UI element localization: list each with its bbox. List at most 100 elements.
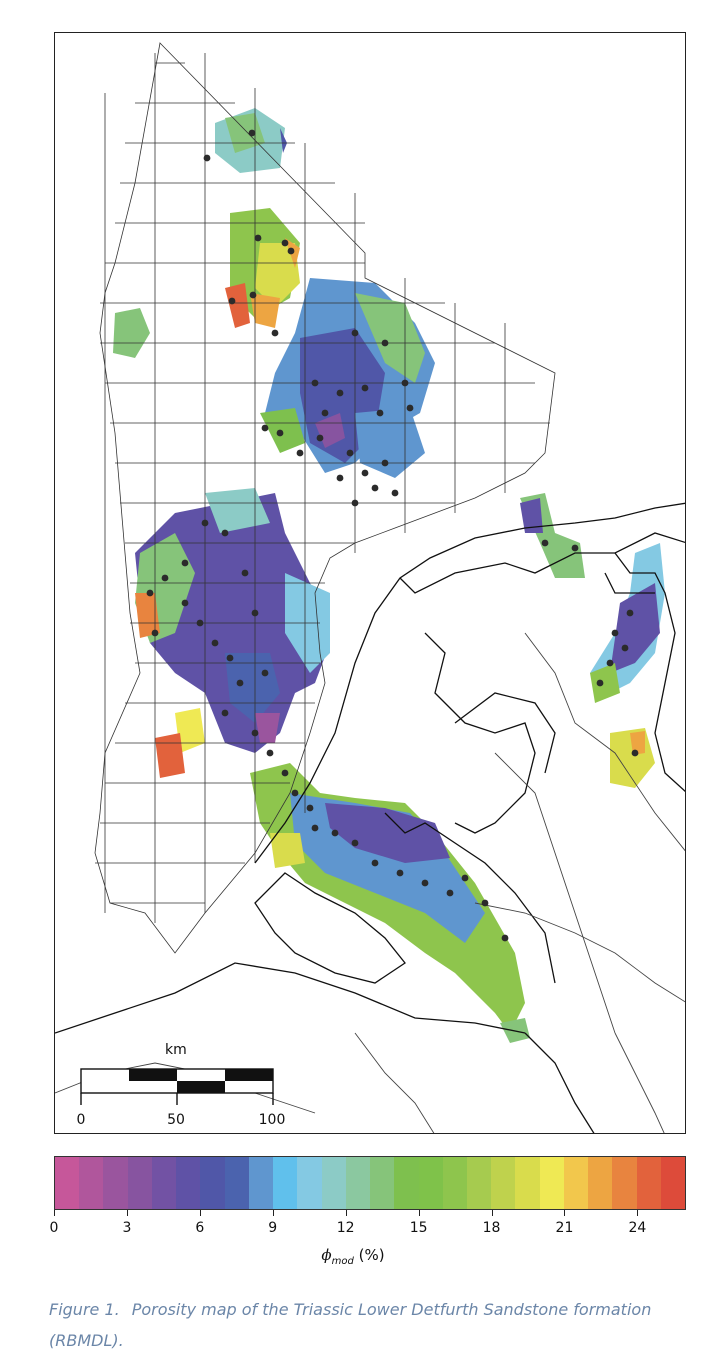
porosity-patch (325, 803, 450, 863)
well-marker (376, 409, 384, 417)
porosity-patch (355, 408, 425, 478)
axis-subscript: mod (331, 1256, 354, 1267)
well-marker (626, 609, 634, 617)
well-marker (351, 499, 359, 507)
scale-tick-50: 50 (167, 1112, 185, 1128)
scale-tick-0: 0 (76, 1112, 86, 1128)
colorbar-tick (491, 1210, 493, 1216)
well-marker (401, 379, 409, 387)
well-marker (146, 589, 154, 597)
well-marker (606, 659, 614, 667)
well-marker (261, 424, 269, 432)
well-marker (211, 639, 219, 647)
well-marker (251, 729, 259, 737)
caption-text: Porosity map of the Triassic Lower Detfu… (49, 1300, 652, 1350)
colorbar-cell (491, 1157, 516, 1209)
well-marker (241, 569, 249, 577)
well-marker (381, 459, 389, 467)
scale-tick-100: 100 (258, 1112, 286, 1128)
colorbar-cell (442, 1157, 467, 1209)
offshore-grid (94, 42, 556, 954)
colorbar-cell (248, 1157, 274, 1209)
porosity-patch (225, 283, 250, 328)
well-marker (631, 749, 639, 757)
well-marker (346, 449, 354, 457)
well-marker (221, 709, 229, 717)
well-marker (316, 434, 324, 442)
well-marker (281, 769, 289, 777)
well-marker (249, 291, 257, 299)
colorbar-cell (539, 1157, 564, 1209)
well-marker (461, 874, 469, 882)
colorbar-axis-label: ϕmod (%) (0, 1246, 706, 1267)
colorbar-cell (515, 1157, 540, 1209)
well-marker (351, 329, 359, 337)
well-marker (161, 574, 169, 582)
well-marker (236, 679, 244, 687)
well-marker (371, 484, 379, 492)
well-marker (251, 609, 259, 617)
well-marker (621, 644, 629, 652)
porosity-patch (260, 408, 305, 453)
well-marker (221, 529, 229, 537)
well-marker (391, 489, 399, 497)
well-marker (261, 669, 269, 677)
porosity-patch (630, 731, 645, 755)
colorbar-cell (321, 1157, 346, 1209)
well-marker (336, 474, 344, 482)
colorbar-cell (588, 1157, 613, 1209)
well-marker (406, 404, 414, 412)
well-marker (541, 539, 549, 547)
well-marker (421, 879, 429, 887)
colorbar-cell (612, 1157, 637, 1209)
porosity-patch (270, 833, 305, 868)
colorbar-tick-label: 3 (122, 1220, 132, 1236)
colorbar-tick-label: 9 (268, 1220, 278, 1236)
porosity-patch (520, 498, 543, 533)
porosity-patch (250, 293, 280, 328)
porosity-map (54, 32, 686, 1134)
porosity-patch (135, 593, 160, 638)
well-marker (203, 154, 211, 162)
colorbar-cell (224, 1157, 249, 1209)
colorbar-tick-label: 24 (628, 1220, 647, 1236)
colorbar-cell (636, 1157, 661, 1209)
colorbar-tick (272, 1210, 274, 1216)
colorbar-cell (418, 1157, 443, 1209)
colorbar-cell (103, 1157, 128, 1209)
colorbar-cell (176, 1157, 201, 1209)
well-marker (351, 839, 359, 847)
well-marker (311, 824, 319, 832)
porosity-patch (255, 713, 280, 743)
colorbar-cell (127, 1157, 152, 1209)
figure-caption: Figure 1. Porosity map of the Triassic Lo… (49, 1294, 669, 1356)
well-marker (296, 449, 304, 457)
colorbar-tick (637, 1210, 639, 1216)
well-marker (226, 654, 234, 662)
axis-symbol: ϕ (321, 1246, 332, 1264)
well-marker (201, 519, 209, 527)
well-marker (228, 297, 236, 305)
well-marker (321, 409, 329, 417)
colorbar-tick (418, 1210, 420, 1216)
colorbar-tick-label: 6 (195, 1220, 205, 1236)
colorbar-cell (273, 1157, 298, 1209)
colorbar-tick (54, 1210, 55, 1216)
porosity-patch (590, 663, 620, 703)
well-marker (151, 629, 159, 637)
porosity-patch (355, 293, 425, 383)
well-marker (248, 129, 256, 137)
colorbar (54, 1156, 686, 1210)
porosity-patch (255, 243, 300, 308)
colorbar-tick-label: 21 (555, 1220, 574, 1236)
well-marker (481, 899, 489, 907)
admin-borders (55, 632, 685, 1133)
colorbar-cell (394, 1157, 419, 1209)
colorbar-tick-label: 15 (409, 1220, 428, 1236)
colorbar-tick (564, 1210, 566, 1216)
porosity-patch (155, 733, 185, 778)
well-marker (446, 889, 454, 897)
well-marker (396, 869, 404, 877)
porosity-patch (280, 128, 287, 153)
colorbar-tick (126, 1210, 128, 1216)
